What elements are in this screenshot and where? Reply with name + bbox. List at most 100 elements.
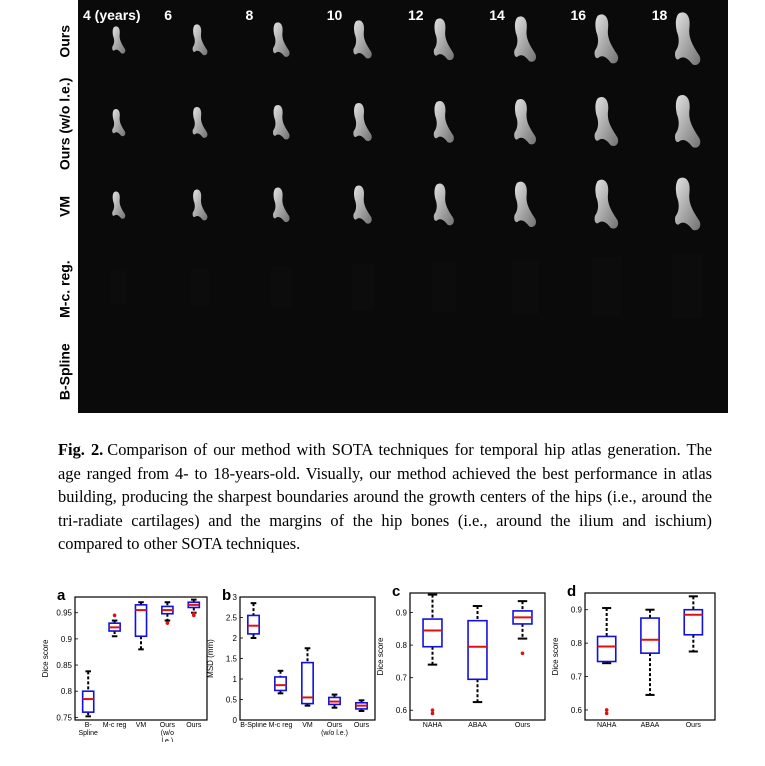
bone-shape [514, 98, 537, 145]
panel-letter: a [57, 587, 66, 604]
box [134, 604, 148, 638]
hip-image [192, 354, 208, 386]
y-tick-label: 0.8 [571, 639, 583, 648]
x-tick-label: VM [135, 722, 147, 729]
plot-frame [584, 592, 716, 721]
row-label: Ours (w/o l.e.) [57, 78, 73, 171]
outlier [165, 621, 170, 625]
bone-shape [273, 104, 290, 140]
hip-image [273, 22, 290, 57]
hip-image [594, 179, 619, 229]
bone-shape [433, 348, 454, 391]
hip-image [514, 16, 537, 62]
hip-image [112, 191, 126, 219]
bone-shape [674, 12, 701, 66]
hip-image [353, 185, 372, 224]
bone-shape [674, 342, 701, 396]
hip-image [192, 106, 208, 138]
bone-shape [433, 100, 454, 143]
x-tick-label: M-c reg [102, 722, 127, 729]
bone-shape [353, 350, 372, 389]
bone-shape [192, 189, 208, 221]
column-label: 4 (years) [83, 7, 141, 23]
x-tick-label-box: ABAA [468, 722, 487, 729]
outlier [112, 613, 117, 618]
hip-image [514, 181, 537, 227]
plot-frame [409, 592, 546, 721]
x-tick-label-box: M-c reg [269, 722, 293, 729]
box [247, 614, 260, 635]
hip-image [433, 348, 454, 391]
caption: Fig. 2. Comparison of our method with SOT… [58, 438, 712, 556]
x-tick-label-box: VM [135, 722, 147, 729]
bone-shape [594, 96, 619, 147]
bone-shape [112, 108, 126, 137]
panel-letter: d [567, 583, 576, 600]
x-tick-label-box: Ours (w/o l.e.) [159, 722, 175, 742]
x-tick-label: Ours (w/o l.e.) [321, 722, 348, 737]
hip-image [192, 272, 208, 304]
hip-image [112, 274, 126, 302]
y-tick-label: 0.9 [571, 606, 583, 615]
hip-image [594, 344, 619, 394]
x-tick-label-box: Ours [354, 722, 369, 729]
plot-frame [74, 596, 208, 721]
x-tick-label: Ours (w/o l.e.) [159, 722, 175, 742]
hip-image [433, 100, 454, 143]
panel-letter: c [392, 583, 400, 600]
y-tick-label: 0.95 [56, 609, 72, 618]
hip-image [594, 96, 619, 147]
bone-shape [273, 22, 290, 57]
y-tick-label: 0.6 [571, 706, 583, 715]
x-tick-label-box: B-Spline [240, 722, 266, 729]
y-tick-label: 0 [233, 716, 238, 725]
bone-shape [112, 274, 126, 302]
hip-image [192, 189, 208, 221]
y-tick-label: 0.7 [396, 674, 408, 683]
column-label: 10 [327, 7, 343, 23]
outlier [520, 651, 525, 656]
x-tick-label: B-Spline [78, 722, 98, 737]
hip-image [353, 102, 372, 142]
x-tick-label: VM [302, 722, 313, 729]
x-tick-label-box: B-Spline [78, 722, 98, 737]
x-tick-label: Ours [685, 722, 701, 729]
hip-image [433, 18, 454, 61]
y-tick-label: 1 [233, 675, 238, 684]
hip-image [112, 108, 126, 137]
outlier [430, 708, 435, 713]
hip-image [674, 260, 701, 313]
y-tick-label: 1.5 [226, 655, 238, 664]
box [467, 619, 488, 681]
y-tick-label: 2 [233, 634, 238, 643]
hip-image [112, 356, 126, 384]
x-tick-label-box: ABAA [641, 722, 660, 729]
y-tick-label: 0.9 [396, 609, 408, 618]
bone-shape [353, 20, 372, 59]
caption-label: Fig. 2. [58, 440, 104, 459]
bone-shape [594, 179, 619, 229]
box [274, 676, 287, 692]
plot-frame [239, 596, 376, 721]
x-tick-label-box: NAHA [597, 722, 616, 729]
row-label: VM [57, 196, 73, 217]
hip-image [433, 183, 454, 226]
y-axis-label: MSD (mm) [206, 639, 215, 678]
y-tick-label: 0.75 [56, 713, 72, 722]
y-tick-label: 0.6 [396, 706, 408, 715]
bone-shape [353, 185, 372, 224]
hip-image [353, 20, 372, 59]
hip-image [594, 262, 619, 312]
hip-image [273, 352, 290, 388]
bone-shape [674, 177, 701, 231]
bone-shape [192, 24, 208, 56]
row-label: Ours [57, 25, 73, 58]
box [640, 617, 660, 654]
bone-shape [514, 346, 537, 393]
x-tick-label: Ours [514, 722, 531, 729]
column-label: 14 [489, 7, 505, 23]
y-axis-label: Dice score [41, 639, 50, 677]
bone-shape [273, 352, 290, 388]
